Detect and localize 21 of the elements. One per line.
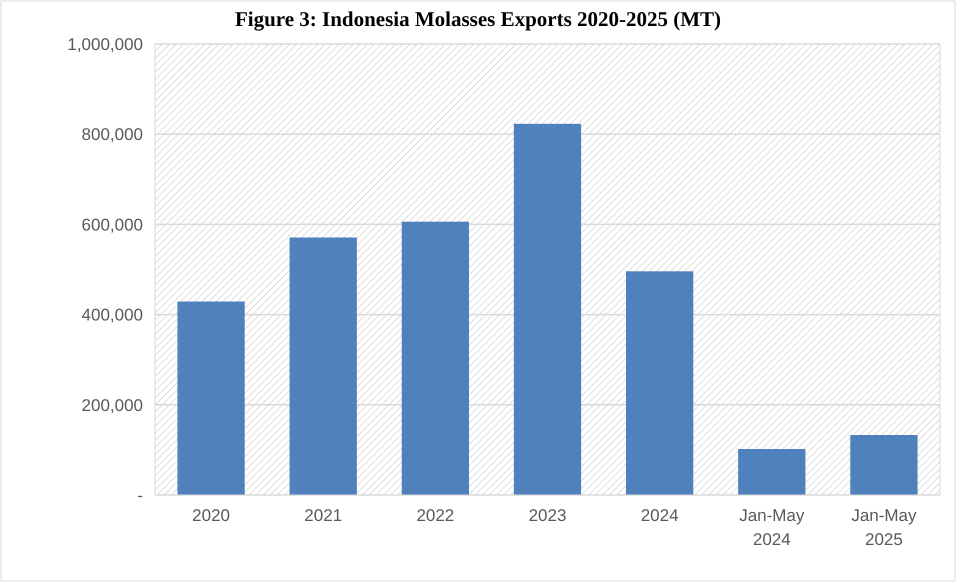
- y-tick-label: 1,000,000: [67, 34, 143, 54]
- bar: [626, 271, 694, 495]
- bar: [177, 302, 245, 495]
- x-tick-label: 2023: [528, 506, 566, 525]
- y-tick-label: -: [137, 486, 143, 505]
- bar: [738, 449, 806, 495]
- y-tick-label: 200,000: [82, 396, 143, 415]
- bar: [850, 435, 918, 495]
- bar: [402, 222, 469, 495]
- bar: [290, 237, 357, 495]
- x-tick-label: 2024: [640, 506, 679, 525]
- x-tick-label: Jan-May 2024: [739, 506, 805, 549]
- y-tick-label: 600,000: [82, 215, 143, 234]
- x-tick-label: 2022: [416, 506, 454, 525]
- x-tick-label: Jan-May 2025: [851, 506, 918, 549]
- y-tick-label: 400,000: [82, 306, 143, 325]
- bar: [514, 124, 582, 495]
- x-tick-label: 2020: [192, 506, 230, 525]
- x-tick-label: 2021: [304, 506, 342, 525]
- chart-title: Figure 3: Indonesia Molasses Exports 2020-2025 (MT): [234, 7, 722, 31]
- y-tick-label: 800,000: [82, 125, 143, 144]
